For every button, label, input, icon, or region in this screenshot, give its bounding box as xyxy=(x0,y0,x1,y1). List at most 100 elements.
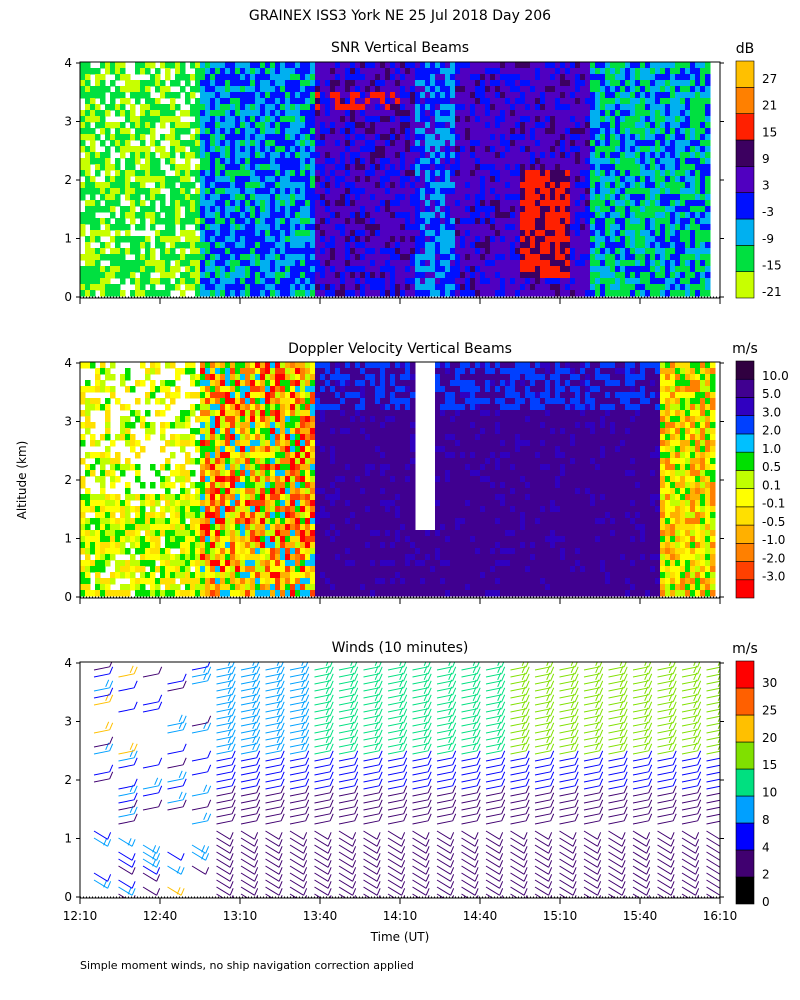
snr-cell xyxy=(325,140,331,147)
snr-cell xyxy=(685,218,691,225)
snr-cell xyxy=(515,164,521,171)
doppler-cell xyxy=(80,392,86,399)
snr-cell xyxy=(410,284,416,291)
snr-cell xyxy=(205,110,211,117)
snr-cell xyxy=(220,212,226,219)
snr-cell xyxy=(425,272,431,279)
snr-cell xyxy=(570,290,576,297)
snr-cell xyxy=(340,134,346,141)
snr-cell xyxy=(685,272,691,279)
snr-cell xyxy=(570,224,576,231)
snr-cell xyxy=(180,224,186,231)
snr-cell xyxy=(450,176,456,183)
snr-cell xyxy=(420,170,426,177)
snr-cell xyxy=(90,254,96,261)
snr-cell xyxy=(495,68,501,75)
snr-cell xyxy=(135,188,141,195)
snr-cell xyxy=(665,212,671,219)
snr-cell xyxy=(320,278,326,285)
snr-cell xyxy=(260,224,266,231)
snr-cell xyxy=(510,260,516,267)
doppler-cell xyxy=(140,512,146,519)
snr-cell xyxy=(100,122,106,129)
snr-cell xyxy=(575,68,581,75)
snr-cell xyxy=(605,92,611,99)
snr-cell xyxy=(535,80,541,87)
snr-cell xyxy=(240,158,246,165)
snr-cell xyxy=(665,170,671,177)
snr-cell xyxy=(325,86,331,93)
snr-cell xyxy=(370,170,376,177)
snr-cell xyxy=(250,224,256,231)
snr-cell xyxy=(130,242,136,249)
snr-cell xyxy=(505,290,511,297)
snr-cell xyxy=(415,62,421,69)
snr-cell xyxy=(615,266,621,273)
snr-cell xyxy=(140,290,146,297)
snr-cell xyxy=(115,62,121,69)
snr-cell xyxy=(135,182,141,189)
snr-cell xyxy=(190,152,196,159)
snr-cell xyxy=(370,218,376,225)
snr-cell xyxy=(610,68,616,75)
snr-cell xyxy=(465,266,471,273)
snr-cell xyxy=(670,62,676,69)
snr-cell xyxy=(145,62,151,69)
snr-cell xyxy=(480,146,486,153)
snr-cell xyxy=(415,284,421,291)
snr-cell xyxy=(570,272,576,279)
snr-cell xyxy=(140,224,146,231)
doppler-cell xyxy=(80,494,86,501)
snr-cell xyxy=(395,272,401,279)
snr-cell xyxy=(610,158,616,165)
snr-cell xyxy=(270,248,276,255)
snr-cell xyxy=(215,290,221,297)
snr-cell xyxy=(410,86,416,93)
snr-cell xyxy=(550,74,556,81)
snr-cell xyxy=(680,284,686,291)
doppler-cell xyxy=(140,416,146,423)
snr-cell xyxy=(290,116,296,123)
snr-cell xyxy=(395,116,401,123)
snr-cell xyxy=(355,146,361,153)
snr-cell xyxy=(670,116,676,123)
snr-cell xyxy=(470,92,476,99)
snr-cell xyxy=(270,92,276,99)
snr-cell xyxy=(415,290,421,297)
snr-cell xyxy=(290,194,296,201)
snr-cell xyxy=(280,284,286,291)
snr-cell xyxy=(565,104,571,111)
snr-cell xyxy=(450,230,456,237)
snr-cell xyxy=(255,260,261,267)
snr-cell xyxy=(155,278,161,285)
snr-cell xyxy=(475,212,481,219)
snr-cell xyxy=(595,212,601,219)
snr-cell xyxy=(90,224,96,231)
snr-cell xyxy=(305,152,311,159)
snr-cell xyxy=(505,92,511,99)
doppler-cell xyxy=(90,518,96,525)
snr-cell xyxy=(700,158,706,165)
snr-cell xyxy=(230,194,236,201)
snr-cell xyxy=(635,164,641,171)
doppler-cell xyxy=(135,440,141,447)
snr-cell xyxy=(125,182,131,189)
snr-cell xyxy=(500,152,506,159)
snr-cell xyxy=(210,62,216,69)
snr-cell xyxy=(410,176,416,183)
snr-cell xyxy=(400,224,406,231)
snr-cell xyxy=(80,170,86,177)
snr-cell xyxy=(415,254,421,261)
snr-cell xyxy=(625,176,631,183)
snr-cell xyxy=(135,290,141,297)
snr-cell xyxy=(700,212,706,219)
snr-cell xyxy=(175,176,181,183)
snr-cell xyxy=(380,68,386,75)
snr-cell xyxy=(190,218,196,225)
snr-cell xyxy=(165,152,171,159)
snr-cell xyxy=(580,98,586,105)
snr-cell xyxy=(350,188,356,195)
snr-cell xyxy=(615,278,621,285)
snr-cell xyxy=(190,170,196,177)
snr-cell xyxy=(330,266,336,273)
